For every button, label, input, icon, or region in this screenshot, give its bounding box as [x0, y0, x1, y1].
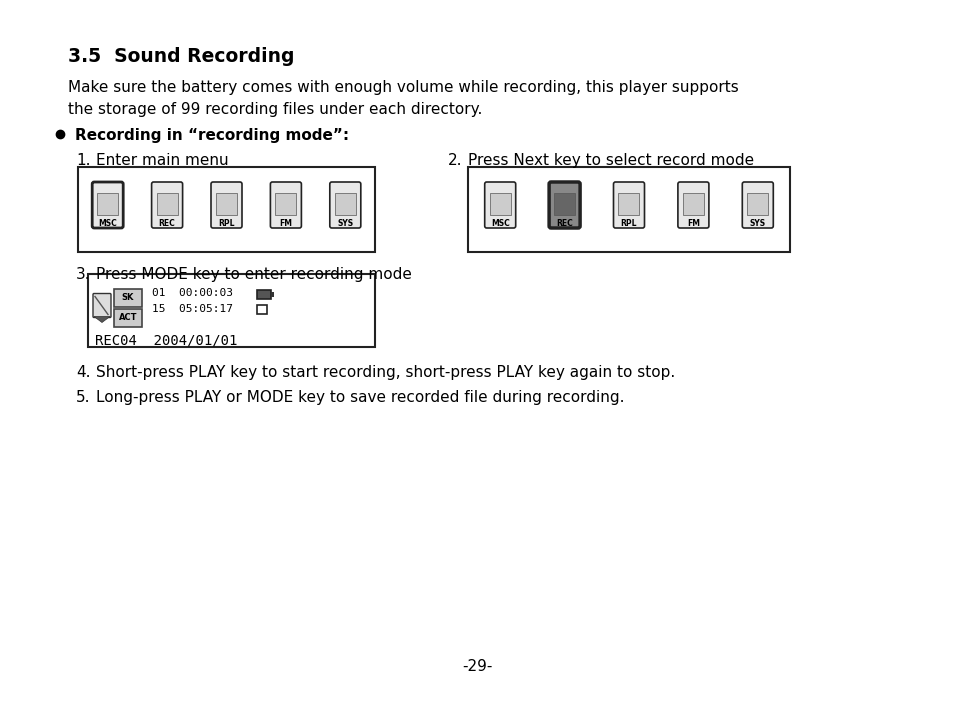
- Polygon shape: [94, 317, 110, 322]
- Bar: [335, 193, 355, 215]
- Text: 3.: 3.: [76, 267, 91, 282]
- Text: REC04  2004/01/01: REC04 2004/01/01: [95, 333, 237, 347]
- Text: 01  00:00:03: 01 00:00:03: [152, 288, 233, 298]
- Text: Long-press PLAY or MODE key to save recorded file during recording.: Long-press PLAY or MODE key to save reco…: [96, 390, 624, 405]
- Text: Recording in “recording mode”:: Recording in “recording mode”:: [75, 128, 349, 143]
- FancyBboxPatch shape: [741, 182, 773, 228]
- Text: REC: REC: [158, 219, 175, 228]
- FancyBboxPatch shape: [152, 182, 182, 228]
- Text: MSC: MSC: [490, 219, 509, 228]
- Text: Press Next key to select record mode: Press Next key to select record mode: [468, 153, 753, 168]
- Bar: [468, 167, 789, 252]
- Bar: [113, 308, 142, 326]
- Text: RPL: RPL: [620, 219, 637, 228]
- Bar: [682, 193, 703, 215]
- Bar: [256, 290, 271, 299]
- Bar: [215, 193, 236, 215]
- FancyBboxPatch shape: [613, 182, 644, 228]
- FancyBboxPatch shape: [330, 182, 360, 228]
- Text: RPL: RPL: [218, 219, 234, 228]
- FancyBboxPatch shape: [92, 293, 111, 317]
- Text: Enter main menu: Enter main menu: [96, 153, 229, 168]
- Text: 4.: 4.: [76, 365, 91, 380]
- Text: ACT: ACT: [118, 313, 137, 322]
- Bar: [156, 193, 177, 215]
- FancyBboxPatch shape: [92, 182, 123, 228]
- Bar: [554, 193, 575, 215]
- FancyBboxPatch shape: [211, 182, 242, 228]
- Text: FM: FM: [279, 219, 292, 228]
- Text: MSC: MSC: [98, 219, 117, 228]
- Text: Make sure the battery comes with enough volume while recording, this player supp: Make sure the battery comes with enough …: [68, 80, 738, 95]
- Text: SK: SK: [122, 293, 134, 302]
- FancyBboxPatch shape: [549, 182, 579, 228]
- Text: Press MODE key to enter recording mode: Press MODE key to enter recording mode: [96, 267, 412, 282]
- Bar: [256, 305, 267, 314]
- Bar: [489, 193, 510, 215]
- Bar: [78, 167, 375, 252]
- Text: the storage of 99 recording files under each directory.: the storage of 99 recording files under …: [68, 102, 482, 117]
- Bar: [113, 289, 142, 307]
- Bar: [97, 193, 118, 215]
- Text: 1.: 1.: [76, 153, 91, 168]
- Text: 2.: 2.: [448, 153, 462, 168]
- Text: FM: FM: [686, 219, 700, 228]
- Bar: [271, 292, 274, 297]
- Bar: [88, 274, 375, 347]
- FancyBboxPatch shape: [270, 182, 301, 228]
- Text: SYS: SYS: [749, 219, 765, 228]
- Bar: [618, 193, 639, 215]
- FancyBboxPatch shape: [678, 182, 708, 228]
- Bar: [275, 193, 296, 215]
- Text: -29-: -29-: [461, 659, 492, 674]
- Text: SYS: SYS: [336, 219, 353, 228]
- FancyBboxPatch shape: [484, 182, 516, 228]
- Text: 5.: 5.: [76, 390, 91, 405]
- Text: 15  05:05:17: 15 05:05:17: [152, 304, 233, 314]
- Bar: [746, 193, 767, 215]
- Text: Short-press PLAY key to start recording, short-press PLAY key again to stop.: Short-press PLAY key to start recording,…: [96, 365, 675, 380]
- Text: 3.5  Sound Recording: 3.5 Sound Recording: [68, 47, 294, 66]
- Text: REC: REC: [556, 219, 573, 228]
